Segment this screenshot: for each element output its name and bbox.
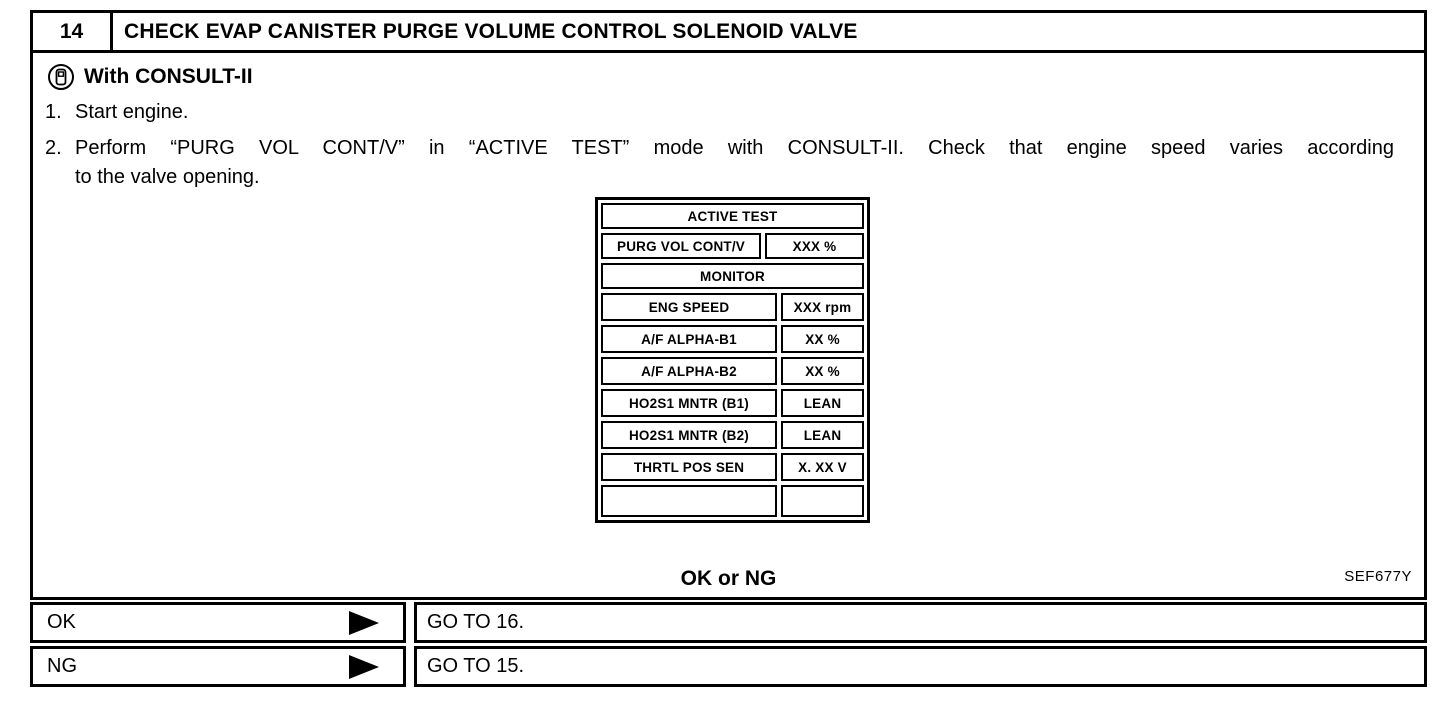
result-ng-action: GO TO 15.	[414, 646, 1427, 687]
table-row: A/F ALPHA-B1 XX %	[601, 325, 864, 353]
figure-ref: SEF677Y	[1344, 568, 1412, 585]
row-label: A/F ALPHA-B1	[601, 325, 777, 353]
step-2-text: Perform “PURG VOL CONT/V” in “ACTIVE TES…	[75, 134, 1394, 192]
table-row-empty	[601, 485, 864, 517]
table-row: ENG SPEED XXX rpm	[601, 293, 864, 321]
procedure-header: 14 CHECK EVAP CANISTER PURGE VOLUME CONT…	[33, 13, 1424, 53]
row-value: X. XX V	[781, 453, 864, 481]
consult-ii-icon	[47, 63, 75, 91]
result-ok-label: OK	[47, 611, 76, 633]
result-ok-action: GO TO 16.	[414, 602, 1427, 643]
step-2: 2. Perform “PURG VOL CONT/V” in “ACTIVE …	[45, 134, 1394, 192]
row-value: XX %	[781, 325, 864, 353]
monitor-header-row: MONITOR	[601, 263, 864, 289]
table-row: A/F ALPHA-B2 XX %	[601, 357, 864, 385]
step-1-number: 1.	[45, 101, 62, 123]
result-ok-condition: OK	[30, 602, 406, 643]
row-label: HO2S1 MNTR (B1)	[601, 389, 777, 417]
step-2-line-1: Perform “PURG VOL CONT/V” in “ACTIVE TES…	[75, 137, 1394, 159]
row-label: A/F ALPHA-B2	[601, 357, 777, 385]
procedure-body: With CONSULT-II 1. Start engine. 2. Perf…	[33, 53, 1424, 597]
monitor-header: MONITOR	[601, 263, 864, 289]
row-label: ENG SPEED	[601, 293, 777, 321]
row-value: XX %	[781, 357, 864, 385]
consult-screen-table: ACTIVE TEST PURG VOL CONT/V XXX % MONITO…	[595, 197, 870, 523]
step-1: 1. Start engine.	[45, 98, 1394, 127]
row-label: THRTL POS SEN	[601, 453, 777, 481]
result-arrow-icon	[349, 610, 379, 635]
result-ng-condition: NG	[30, 646, 406, 687]
table-row: HO2S1 MNTR (B1) LEAN	[601, 389, 864, 417]
decision-label: OK or NG	[680, 567, 777, 590]
row-value	[781, 485, 864, 517]
result-arrow-icon	[349, 654, 379, 679]
step-1-text: Start engine.	[75, 101, 189, 123]
table-row: HO2S1 MNTR (B2) LEAN	[601, 421, 864, 449]
active-test-header: ACTIVE TEST	[601, 203, 864, 229]
row-value: XXX %	[765, 233, 864, 259]
table-row: THRTL POS SEN X. XX V	[601, 453, 864, 481]
instruction-text: With CONSULT-II 1. Start engine. 2. Perf…	[33, 53, 1424, 192]
consult-method-label: With CONSULT-II	[84, 65, 253, 88]
table-row: PURG VOL CONT/V XXX %	[601, 233, 864, 259]
row-value: LEAN	[781, 389, 864, 417]
consult-method-line: With CONSULT-II	[47, 63, 1394, 91]
procedure-number: 14	[33, 13, 113, 50]
row-value: LEAN	[781, 421, 864, 449]
step-2-number: 2.	[45, 137, 62, 159]
procedure-block: 14 CHECK EVAP CANISTER PURGE VOLUME CONT…	[30, 10, 1427, 600]
step-2-line-2: to the valve opening.	[75, 166, 260, 188]
row-value: XXX rpm	[781, 293, 864, 321]
result-row-ng: NG GO TO 15.	[30, 646, 1427, 687]
row-label: PURG VOL CONT/V	[601, 233, 761, 259]
row-label: HO2S1 MNTR (B2)	[601, 421, 777, 449]
row-label	[601, 485, 777, 517]
result-ng-label: NG	[47, 655, 77, 677]
procedure-title: CHECK EVAP CANISTER PURGE VOLUME CONTROL…	[124, 19, 858, 43]
result-row-ok: OK GO TO 16.	[30, 602, 1427, 643]
active-test-header-row: ACTIVE TEST	[601, 203, 864, 229]
